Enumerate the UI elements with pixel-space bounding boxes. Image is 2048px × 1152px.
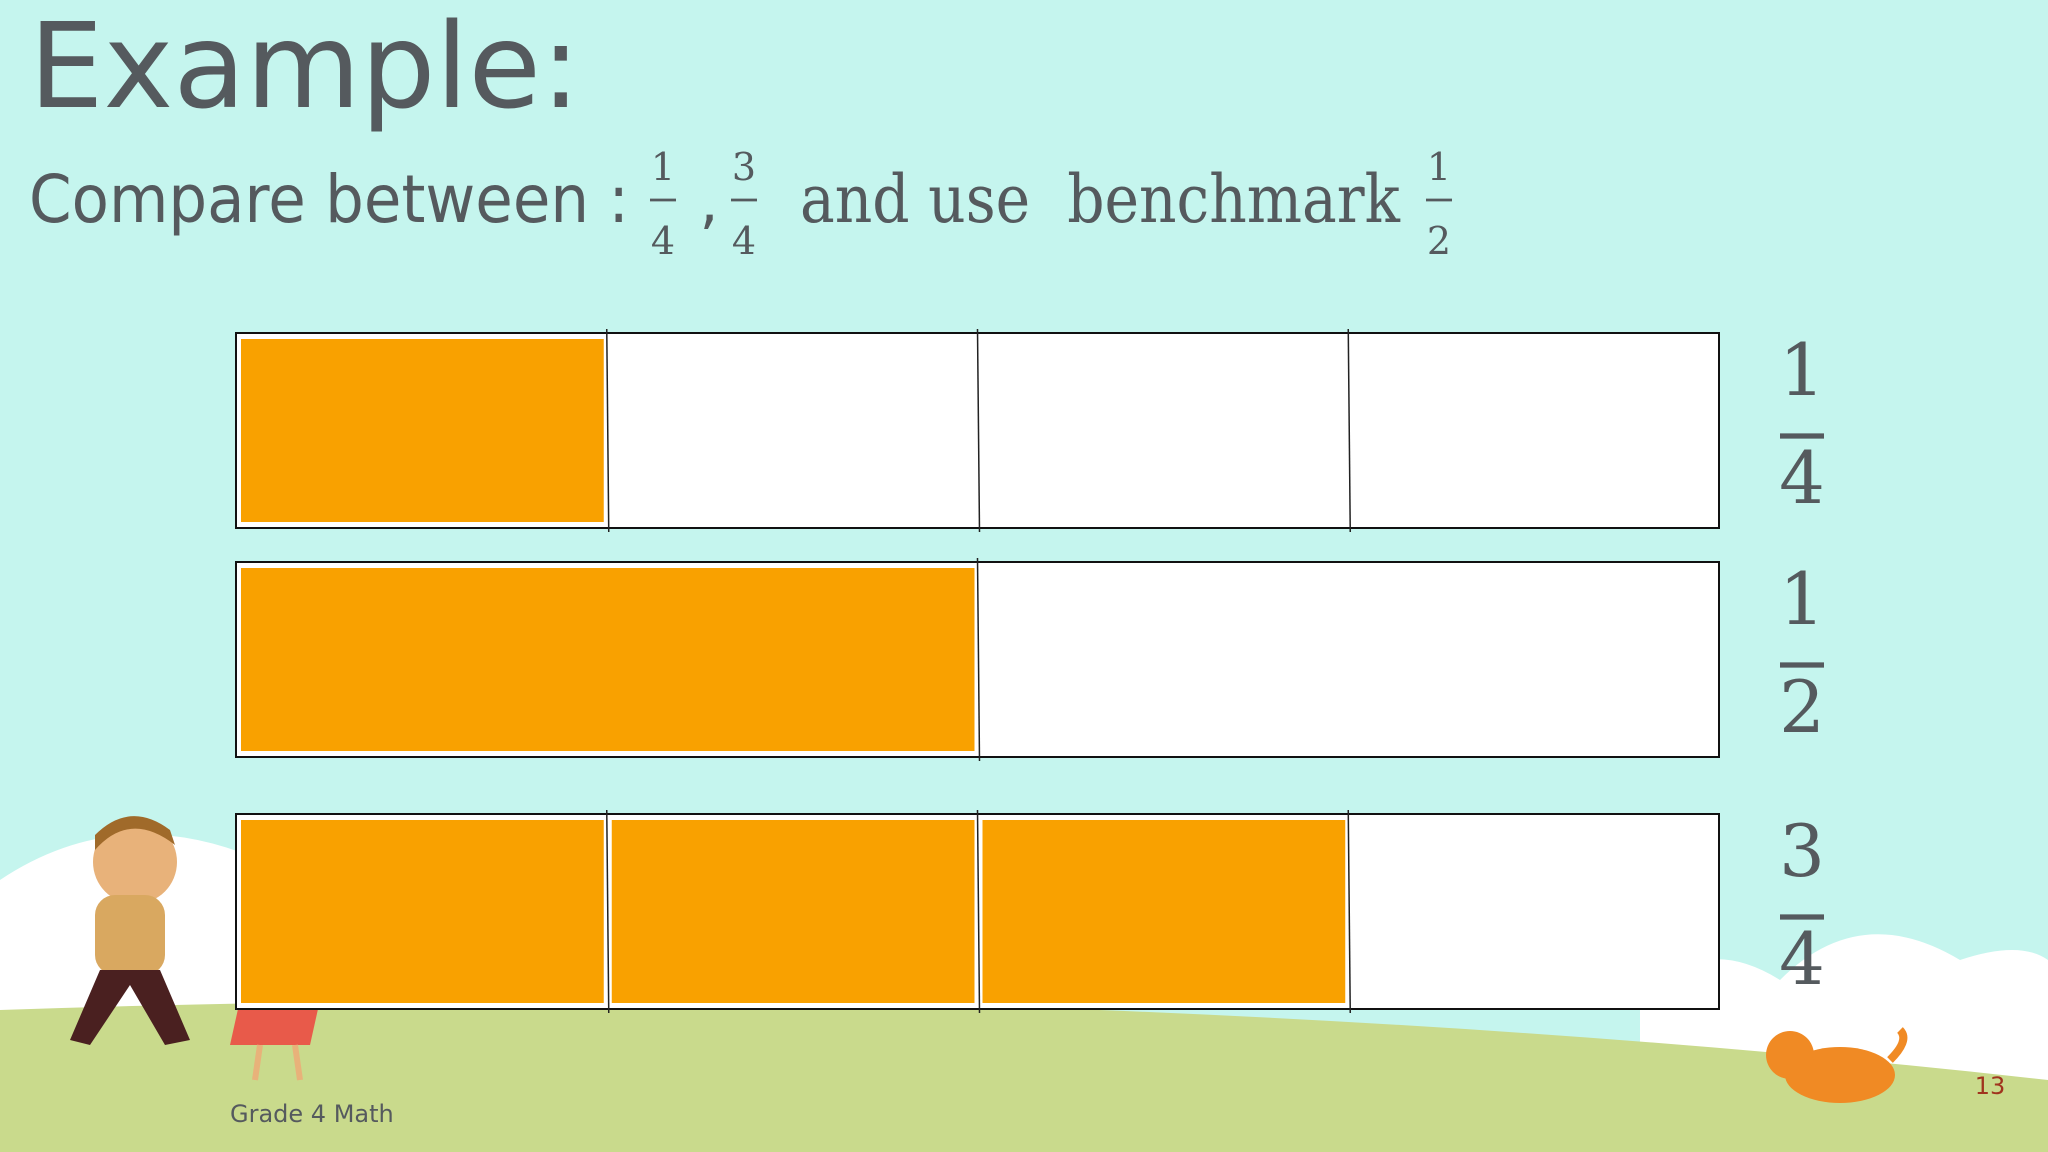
division-line (1347, 809, 1351, 1014)
division-line (976, 557, 981, 762)
division-line (606, 809, 610, 1014)
numerator: 1 (651, 145, 675, 189)
girl (230, 1000, 320, 1081)
page-number: 13 (1975, 1072, 2006, 1100)
bar-fill (241, 820, 604, 1003)
denominator: 4 (732, 219, 756, 263)
denominator: 4 (1779, 917, 1825, 1001)
denominator: 2 (1427, 219, 1451, 263)
boy (70, 816, 190, 1045)
division-line (976, 328, 981, 533)
division-line (606, 328, 610, 533)
numerator: 3 (732, 145, 756, 189)
denominator: 4 (651, 219, 675, 263)
bar-fill (982, 820, 1346, 1003)
denominator: 2 (1779, 665, 1825, 749)
bar-fill (241, 339, 604, 522)
subtitle-text: Compare between : (29, 161, 629, 238)
numerator: 1 (1779, 328, 1825, 412)
dog (1766, 1027, 1908, 1103)
subtitle-text: and use benchmark (800, 161, 1401, 238)
title: Example: (29, 0, 581, 135)
numerator: 1 (1779, 557, 1825, 641)
footer-label: Grade 4 Math (230, 1100, 394, 1128)
hill (0, 1000, 2048, 1152)
division-line (1347, 328, 1351, 533)
numerator: 3 (1779, 809, 1825, 893)
separator: , (699, 167, 718, 237)
bar-fill (611, 820, 975, 1003)
denominator: 4 (1779, 436, 1825, 520)
division-line (976, 809, 981, 1014)
bar-fill (241, 568, 975, 751)
numerator: 1 (1427, 145, 1451, 189)
